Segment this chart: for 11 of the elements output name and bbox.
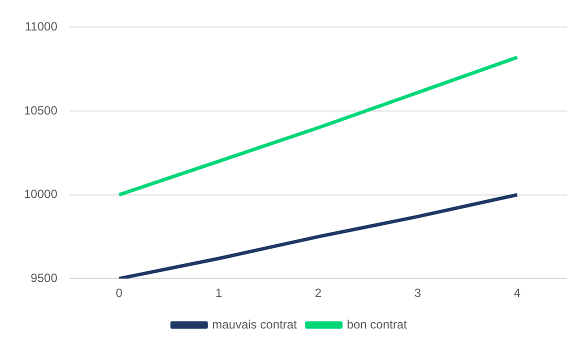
x-tick-label: 4: [514, 286, 521, 300]
y-tick-label: 11000: [24, 20, 58, 34]
x-tick-label: 1: [215, 286, 222, 300]
legend-label: mauvais contrat: [212, 317, 298, 332]
x-tick-label: 3: [414, 286, 422, 300]
x-tick-label: 2: [314, 286, 322, 300]
y-tick-label: 9500: [30, 270, 58, 285]
legend-label: bon contrat: [346, 317, 408, 332]
y-tick-label: 10500: [24, 103, 58, 118]
y-tick-label: 10000: [24, 187, 58, 202]
x-tick-label: 0: [116, 286, 123, 300]
